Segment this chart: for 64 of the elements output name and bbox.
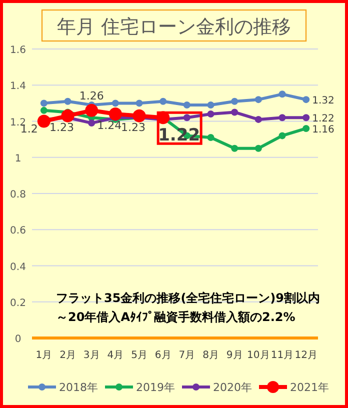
- data-label: 1.16: [312, 124, 334, 136]
- x-tick-label: 9月: [226, 350, 243, 361]
- point: [64, 98, 72, 105]
- point: [278, 90, 286, 98]
- annotation: フラット35金利の推移(全宅住宅ローン)9割以内: [56, 291, 320, 305]
- point: [132, 109, 146, 122]
- y-tick-label: 0.8: [10, 190, 26, 200]
- y-tick-label: 0.6: [10, 226, 26, 237]
- point: [183, 114, 190, 122]
- data-label: 1.26: [79, 89, 104, 102]
- data-label: 1.32: [312, 96, 334, 107]
- legend-label: 2020年: [213, 381, 252, 394]
- legend-label: 2019年: [136, 381, 175, 394]
- point: [40, 106, 48, 114]
- point: [207, 134, 214, 142]
- point: [254, 116, 262, 123]
- point: [302, 114, 310, 122]
- x-tick-label: 12月: [294, 350, 318, 361]
- point: [136, 100, 143, 107]
- x-tick-label: 2月: [60, 350, 76, 361]
- x-tick-label: 5月: [131, 350, 148, 361]
- point: [302, 124, 310, 132]
- point: [278, 114, 286, 122]
- point: [254, 144, 262, 152]
- point: [112, 100, 119, 107]
- legend-label: 2021年: [290, 381, 329, 394]
- data-label: 1.22: [158, 126, 200, 146]
- y-tick-label: 1.6: [10, 45, 26, 56]
- x-tick-label: 7月: [178, 350, 196, 361]
- data-label: 1.23: [50, 120, 74, 134]
- point: [88, 120, 96, 127]
- point: [61, 109, 74, 122]
- point: [278, 132, 286, 140]
- point: [231, 98, 238, 105]
- point: [231, 144, 238, 152]
- point: [183, 101, 190, 108]
- y-tick-label: 0: [14, 334, 22, 345]
- y-tick-label: 1.4: [10, 81, 26, 92]
- x-tick-label: 6月: [154, 350, 172, 361]
- point: [37, 114, 50, 128]
- annotation: ～20年借入Aﾀｲﾌﾟ融資手数料借入額の2.2%: [56, 310, 296, 324]
- x-tick-label: 1月: [36, 350, 52, 361]
- point: [160, 98, 167, 105]
- x-tick-label: 11月: [270, 350, 294, 361]
- point: [207, 110, 214, 118]
- chart-title: 年月 住宅ローン金利の推移: [56, 16, 292, 38]
- x-tick-label: 10月: [247, 350, 270, 361]
- data-label: 1.23: [121, 120, 146, 134]
- y-tick-label: 0.2: [10, 298, 26, 309]
- data-label: 1.24: [97, 119, 122, 132]
- point: [231, 108, 238, 116]
- point: [108, 108, 122, 121]
- data-label: 1.22: [312, 114, 334, 125]
- point: [254, 96, 262, 104]
- point: [85, 104, 98, 117]
- point: [302, 96, 310, 104]
- point: [207, 101, 214, 108]
- x-tick-label: 4月: [107, 350, 124, 361]
- point: [40, 100, 48, 107]
- legend-label: 2018年: [59, 381, 98, 394]
- x-tick-label: 3月: [83, 350, 100, 361]
- x-tick-label: 8月: [202, 350, 219, 361]
- y-tick-label: 0.4: [10, 262, 26, 273]
- y-tick-label: 1: [14, 153, 22, 164]
